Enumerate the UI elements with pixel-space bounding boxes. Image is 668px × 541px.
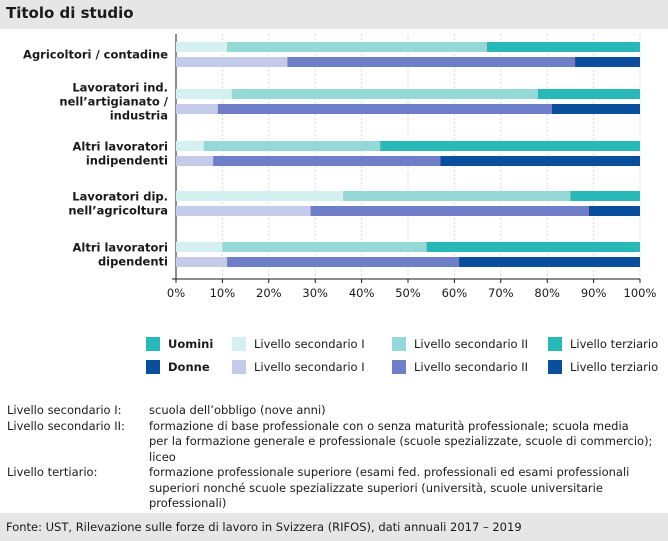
- category-label: industria: [110, 109, 168, 123]
- legend-label: Livello terziario: [570, 337, 658, 351]
- bar-donne-terz: [459, 257, 640, 267]
- definitions: Livello secondario I: scuola dell’obblig…: [0, 403, 668, 512]
- legend-label: Livello secondario I: [254, 360, 365, 374]
- x-tick-label: 70%: [488, 286, 514, 300]
- x-tick-label: 90%: [581, 286, 607, 300]
- legend-swatch: [232, 337, 246, 351]
- category-label: Lavoratori dip.: [72, 190, 168, 204]
- bar-uomini-sec1: [176, 141, 204, 151]
- bar-uomini-terz: [486, 42, 640, 52]
- definition-text: formazione di base professionale con o s…: [149, 419, 659, 466]
- bar-uomini-terz: [380, 141, 640, 151]
- bar-uomini-sec1: [176, 191, 344, 201]
- definition-row: Livello secondario I: scuola dell’obblig…: [0, 403, 668, 419]
- x-tick-label: 10%: [210, 286, 236, 300]
- x-tick-label: 60%: [442, 286, 468, 300]
- definition-line: per la formazione generale e professiona…: [149, 434, 653, 464]
- definition-text: formazione professionale superiore (esam…: [149, 465, 659, 512]
- source-bar: Fonte: UST, Rilevazione sulle forze di l…: [0, 513, 668, 541]
- bar-donne-sec1: [176, 206, 311, 216]
- bar-donne-sec2: [287, 57, 576, 67]
- legend-swatch: [392, 337, 406, 351]
- legend-swatch: [392, 360, 406, 374]
- x-tick-label: 20%: [256, 286, 282, 300]
- bar-uomini-sec1: [176, 89, 232, 99]
- definition-text: scuola dell’obbligo (nove anni): [149, 403, 659, 419]
- legend-series-label: Donne: [168, 360, 210, 374]
- legend-label: Livello secondario II: [414, 360, 528, 374]
- bar-uomini-sec1: [176, 42, 228, 52]
- definition-term: Livello secondario II:: [7, 418, 125, 433]
- bar-donne-terz: [588, 206, 640, 216]
- title-bar: Titolo di studio: [0, 0, 668, 29]
- x-tick-label: 50%: [395, 286, 421, 300]
- definition-row: Livello secondario II: formazione di bas…: [0, 419, 668, 466]
- bar-uomini-terz: [426, 242, 640, 252]
- category-label: Altri lavoratori: [73, 140, 169, 154]
- chart-title: Titolo di studio: [6, 4, 134, 22]
- legend-swatch: [232, 360, 246, 374]
- category-label: Lavoratori ind.: [72, 81, 168, 95]
- legend-swatch: [146, 337, 160, 351]
- bar-donne-sec2: [310, 206, 589, 216]
- legend-series-label: Uomini: [168, 337, 213, 351]
- bar-uomini-terz: [570, 191, 640, 201]
- legend-label: Livello secondario II: [414, 337, 528, 351]
- x-tick-label: 30%: [302, 286, 328, 300]
- bar-uomini-sec1: [176, 242, 223, 252]
- category-label: dipendenti: [98, 255, 168, 269]
- category-label: Altri lavoratori: [73, 241, 169, 255]
- bar-uomini-sec2: [203, 141, 381, 151]
- bar-donne-terz: [440, 156, 640, 166]
- definition-line: formazione di base professionale con o s…: [149, 418, 629, 433]
- x-tick-label: 80%: [534, 286, 560, 300]
- bar-donne-sec1: [176, 156, 214, 166]
- definition-row: Livello tertiario: formazione profession…: [0, 465, 668, 512]
- bar-uomini-sec2: [231, 89, 538, 99]
- x-tick-label: 100%: [624, 286, 657, 300]
- bar-donne-terz: [575, 57, 640, 67]
- definition-line: formazione professionale superiore (esam…: [149, 465, 630, 479]
- definition-line: scuola dell’obbligo (nove anni): [149, 403, 326, 417]
- x-tick-label: 0%: [167, 286, 185, 300]
- legend-label: Livello secondario I: [254, 337, 365, 351]
- bar-donne-sec1: [176, 104, 218, 114]
- bar-uomini-sec2: [227, 42, 487, 52]
- legend-swatch: [146, 360, 160, 374]
- bar-donne-terz: [551, 104, 640, 114]
- definition-line: professionali): [149, 496, 227, 510]
- bar-donne-sec1: [176, 57, 288, 67]
- category-label: nell’agricoltura: [68, 204, 168, 218]
- bar-donne-sec2: [213, 156, 441, 166]
- stacked-bar-chart: 0% 10% 20% 30% 40% 50% 60% 70% 80% 90% 100% Agricol…: [23, 34, 658, 374]
- bar-uomini-sec2: [222, 242, 427, 252]
- category-label: nell’artigianato /: [59, 95, 168, 109]
- bar-uomini-terz: [537, 89, 640, 99]
- bar-donne-sec1: [176, 257, 228, 267]
- source-text: Fonte: UST, Rilevazione sulle forze di l…: [6, 520, 522, 534]
- bar-donne-sec2: [217, 104, 552, 114]
- x-tick-label: 40%: [349, 286, 375, 300]
- definition-term: Livello tertiario:: [7, 465, 98, 479]
- legend-swatch: [548, 337, 562, 351]
- legend-label: Livello terziario: [570, 360, 658, 374]
- category-label: Agricoltori / contadine: [23, 48, 168, 62]
- bar-donne-sec2: [227, 257, 460, 267]
- legend-swatch: [548, 360, 562, 374]
- category-label: indipendenti: [86, 154, 168, 168]
- definition-term: Livello secondario I:: [7, 403, 122, 417]
- bar-uomini-sec2: [343, 191, 571, 201]
- definition-line: superiori nonché scuole spezializzate su…: [149, 480, 603, 495]
